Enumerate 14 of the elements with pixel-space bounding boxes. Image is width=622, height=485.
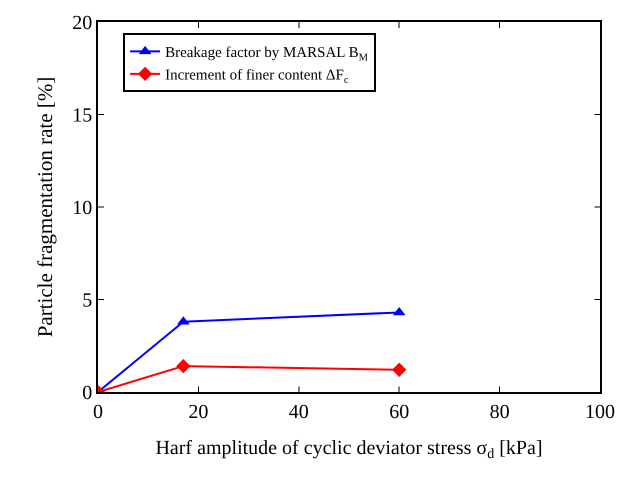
x-tick-label: 20 [188, 400, 208, 423]
y-tick-label: 15 [72, 104, 92, 126]
x-tick-label: 80 [490, 400, 510, 423]
y-tick-label: 5 [82, 290, 92, 312]
legend-label: Increment of finer content ΔF$_{c}$ [165, 68, 349, 86]
legend-label: Breakage factor by MARSAL B$_{M}$ [165, 45, 369, 64]
y-axis-title: Particle fragmentation rate [%] [32, 76, 57, 338]
x-tick-label: 40 [288, 400, 309, 423]
y-tick-label: 20 [72, 12, 92, 34]
y-tick-label: 0 [82, 382, 92, 404]
x-tick-label: 100 [585, 400, 615, 423]
x-tick-label: 60 [389, 400, 410, 423]
y-tick-label: 10 [72, 197, 92, 219]
x-axis-title: Harf amplitude of cyclic deviator stress σ$_{d}$ [kPa] [155, 436, 543, 462]
